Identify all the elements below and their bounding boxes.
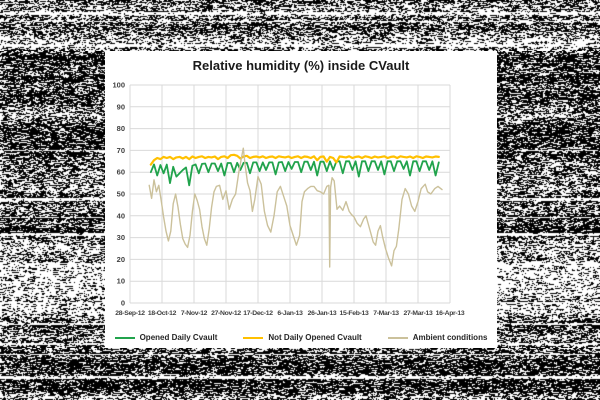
- y-tick-label: 20: [117, 255, 125, 264]
- legend-item-ambient: Ambient conditions: [388, 333, 488, 342]
- x-tick-label: 7-Nov-12: [181, 310, 208, 317]
- x-tick-label: 26-Jan-13: [308, 310, 337, 317]
- legend-item-opened-daily: Opened Daily Cvault: [115, 333, 218, 342]
- x-tick-label: 15-Feb-13: [339, 310, 369, 317]
- legend-label-not-daily-opened: Not Daily Opened Cvault: [268, 333, 361, 342]
- legend-label-ambient: Ambient conditions: [413, 333, 488, 342]
- x-tick-label: 17-Dec-12: [243, 310, 273, 317]
- x-tick-label: 27-Nov-12: [211, 310, 241, 317]
- y-tick-label: 10: [117, 277, 125, 286]
- x-tick-label: 27-Mar-13: [403, 310, 433, 317]
- y-tick-label: 80: [117, 124, 125, 133]
- legend-swatch-tan-line-icon: [388, 337, 408, 339]
- y-tick-label: 50: [117, 190, 125, 199]
- chart-legend: Opened Daily Cvault Not Daily Opened Cva…: [105, 333, 497, 342]
- y-tick-label: 30: [117, 233, 125, 242]
- chart-plot-area: 0 10 20 30 40 50 60 70 80 90 100 28-Sep-12 18-Oct-12…: [105, 51, 497, 348]
- x-tick-label: 28-Sep-12: [115, 310, 145, 317]
- y-tick-label: 60: [117, 168, 125, 177]
- y-tick-label: 70: [117, 146, 125, 155]
- y-tick-label: 90: [117, 102, 125, 111]
- legend-label-opened-daily: Opened Daily Cvault: [140, 333, 218, 342]
- y-tick-label: 100: [112, 81, 125, 90]
- x-tick-label: 6-Jan-13: [277, 310, 303, 317]
- screenshot-root: 0 10 20 30 40 50 60 70 80 90 100 28-Sep-12 18-Oct-12…: [0, 0, 600, 400]
- y-tick-label: 0: [121, 299, 125, 308]
- legend-swatch-green-line-icon: [115, 337, 135, 339]
- x-tick-label: 16-Apr-13: [436, 310, 465, 317]
- chart-title: Relative humidity (%) inside CVault: [105, 58, 497, 73]
- legend-item-not-daily-opened: Not Daily Opened Cvault: [243, 333, 361, 342]
- chart-panel: 0 10 20 30 40 50 60 70 80 90 100 28-Sep-12 18-Oct-12…: [105, 51, 497, 348]
- x-tick-label: 7-Mar-13: [373, 310, 399, 317]
- x-tick-label: 18-Oct-12: [148, 310, 177, 317]
- legend-swatch-yellow-line-icon: [243, 337, 263, 339]
- y-tick-label: 40: [117, 211, 125, 220]
